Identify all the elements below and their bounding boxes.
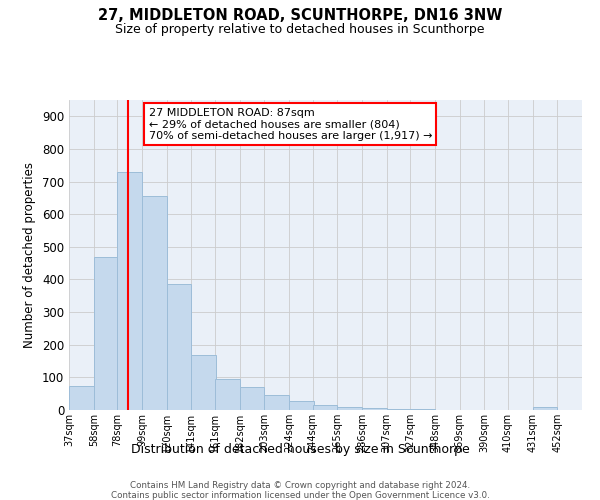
Bar: [142, 196, 167, 410]
Bar: [289, 401, 314, 410]
Text: Size of property relative to detached houses in Scunthorpe: Size of property relative to detached ho…: [115, 22, 485, 36]
Bar: [362, 408, 386, 410]
Text: Contains public sector information licensed under the Open Government Licence v3: Contains public sector information licen…: [110, 491, 490, 500]
Text: 27 MIDDLETON ROAD: 87sqm
← 29% of detached houses are smaller (804)
70% of semi-: 27 MIDDLETON ROAD: 87sqm ← 29% of detach…: [149, 108, 432, 141]
Bar: [337, 406, 362, 410]
Bar: [117, 172, 142, 410]
Bar: [265, 396, 289, 410]
Text: 27, MIDDLETON ROAD, SCUNTHORPE, DN16 3NW: 27, MIDDLETON ROAD, SCUNTHORPE, DN16 3NW: [98, 8, 502, 22]
Bar: [215, 379, 239, 410]
Bar: [191, 354, 216, 410]
Bar: [533, 408, 557, 410]
Text: Contains HM Land Registry data © Crown copyright and database right 2024.: Contains HM Land Registry data © Crown c…: [130, 481, 470, 490]
Y-axis label: Number of detached properties: Number of detached properties: [23, 162, 37, 348]
Text: Distribution of detached houses by size in Scunthorpe: Distribution of detached houses by size …: [131, 442, 469, 456]
Bar: [239, 386, 265, 410]
Bar: [69, 386, 94, 410]
Bar: [167, 284, 191, 410]
Bar: [94, 256, 118, 410]
Bar: [313, 405, 337, 410]
Bar: [386, 408, 412, 410]
